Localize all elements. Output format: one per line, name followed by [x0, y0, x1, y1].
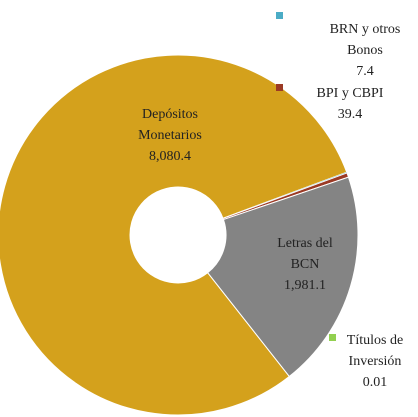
label-line: BRN y otros [330, 22, 401, 37]
label-line: Inversión [349, 354, 402, 369]
label-line: Títulos de [347, 333, 403, 348]
value-label: 8,080.4 [149, 149, 191, 164]
value-label: 0.01 [363, 375, 388, 390]
donut-slice [206, 176, 359, 378]
slice-label: BRN y otros Bonos [330, 22, 401, 58]
label-line: Monetarios [138, 128, 202, 143]
label-line: Letras del [277, 236, 333, 251]
legend-marker [276, 12, 283, 19]
legend-marker [329, 334, 336, 341]
label-line: Depósitos [142, 107, 198, 122]
value-label: 39.4 [338, 107, 363, 122]
value-label: 7.4 [356, 64, 374, 79]
label-line: BPI y CBPI [317, 86, 384, 101]
label-line: Bonos [347, 43, 383, 58]
value-label: 1,981.1 [284, 278, 326, 293]
slice-label: Títulos de Inversión [347, 333, 403, 369]
legend-marker [276, 84, 283, 91]
slice-label: BPI y CBPI [317, 86, 384, 101]
slice-label: Depósitos Monetarios [138, 107, 202, 143]
slice-label: Letras del BCN [277, 236, 333, 272]
donut-slice [0, 54, 348, 416]
legend-marker [78, 91, 85, 98]
label-line: BCN [291, 257, 320, 272]
donut-slice [207, 272, 290, 377]
